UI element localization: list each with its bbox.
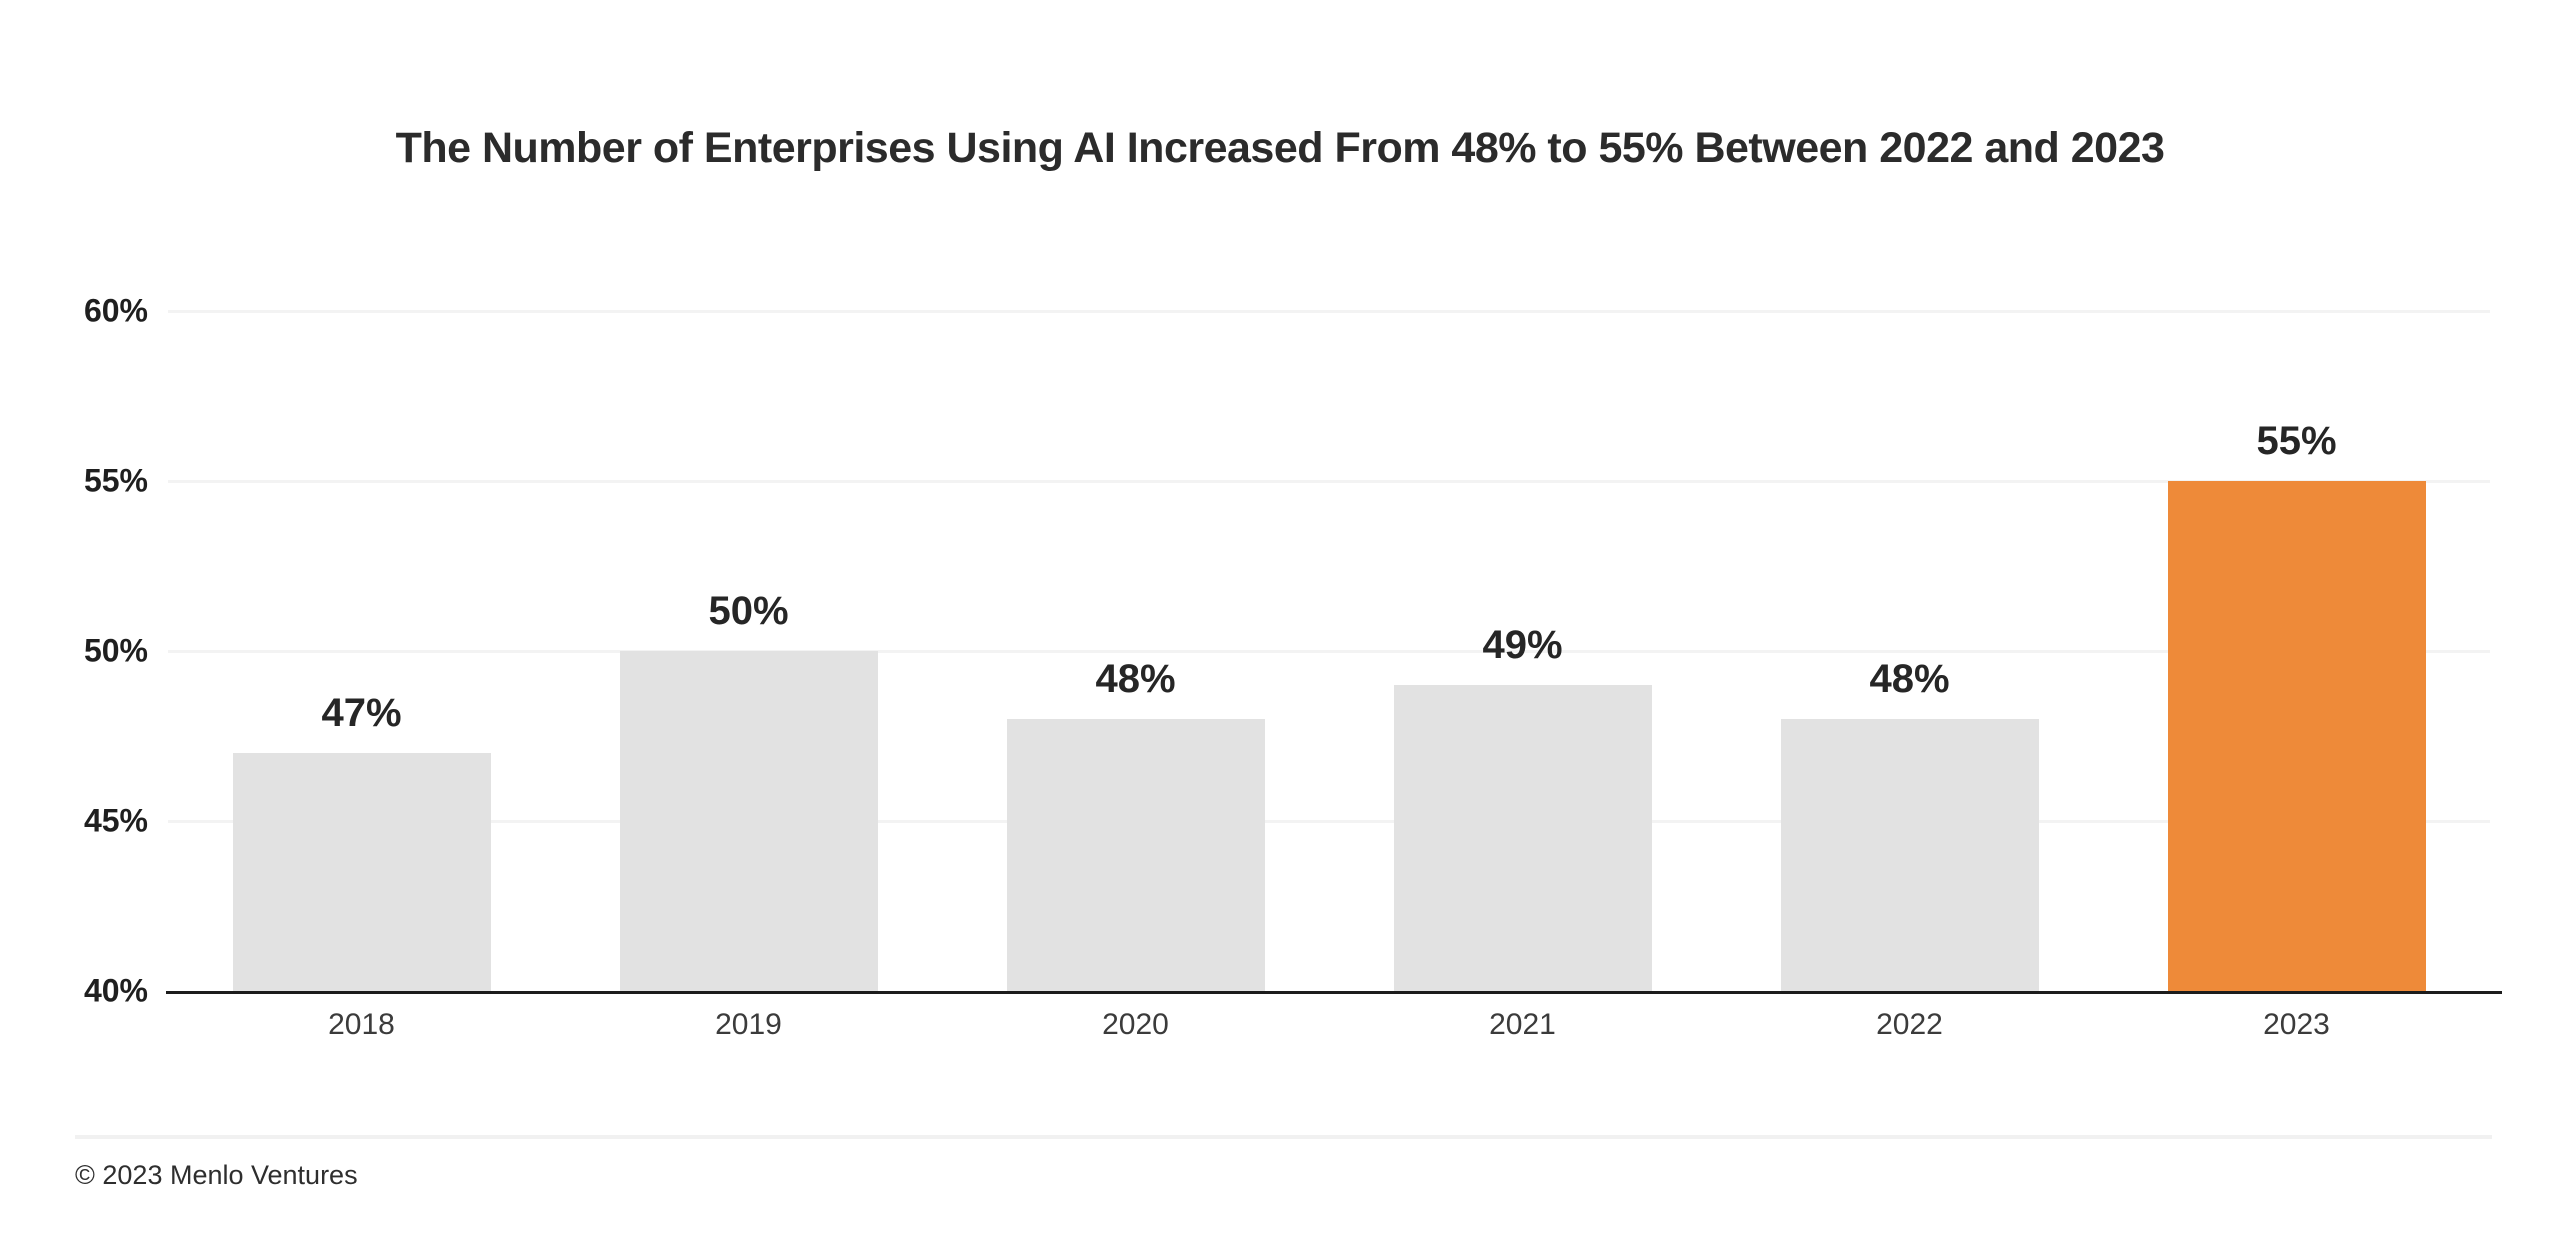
bar-2019 [619,651,878,991]
bar-value-label-2020: 48% [1095,657,1176,701]
xtick-label-2018: 2018 [328,1008,395,1041]
gridline-60% [168,310,2490,313]
bar-2020 [1006,719,1265,991]
gridline-50% [168,650,2490,653]
bar-value-label-2021: 49% [1482,623,1563,667]
ytick-label-60%: 60% [83,292,148,329]
bar-value-label-2019: 50% [708,589,789,633]
footer-copyright: © 2023 Menlo Ventures [75,1160,358,1190]
xtick-label-2023: 2023 [2263,1008,2330,1041]
bar-2021 [1393,685,1652,991]
xtick-label-2022: 2022 [1876,1008,1943,1041]
ytick-label-50%: 50% [83,632,148,669]
bar-2023 [2167,481,2426,991]
bar-value-label-2023: 55% [2256,419,2337,463]
bar-value-label-2022: 48% [1869,657,1950,701]
xtick-label-2020: 2020 [1102,1008,1169,1041]
footer-divider [75,1135,2492,1139]
x-axis-line [166,991,2502,994]
bar-value-label-2018: 47% [321,691,402,735]
gridline-55% [168,480,2490,483]
gridline-45% [168,820,2490,823]
bar-2018 [232,753,491,991]
chart-title: The Number of Enterprises Using AI Incre… [395,124,2165,172]
xtick-label-2021: 2021 [1489,1008,1556,1041]
bar-2022 [1780,719,2039,991]
xtick-label-2019: 2019 [715,1008,782,1041]
ytick-label-55%: 55% [83,462,148,499]
ytick-label-40%: 40% [83,972,148,1009]
ytick-label-45%: 45% [83,802,148,839]
